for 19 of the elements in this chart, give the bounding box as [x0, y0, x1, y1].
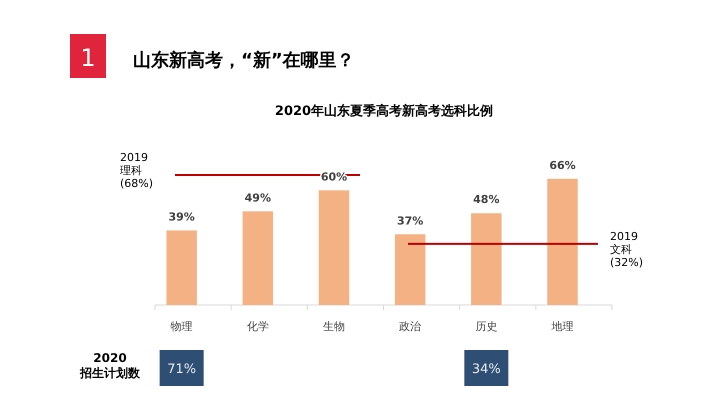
value-label: 39% [168, 210, 195, 224]
value-label: 49% [244, 191, 271, 204]
value-label: 66% [549, 158, 576, 172]
subtitle: 2020年山东夏季高考新高考选科比例 [274, 104, 494, 119]
annotation: 71% [160, 350, 204, 386]
x-tick-label: 化学 [246, 320, 269, 333]
x-tick-label: 地理 [552, 320, 574, 333]
title: 山东新高考，“新”在哪里？ [133, 50, 355, 71]
ref-label: 2019 文科 (32%) [610, 230, 644, 269]
annotation: 34% [464, 350, 508, 386]
value-label: 37% [396, 214, 424, 228]
x-tick-label: 政治 [399, 320, 422, 333]
annotation: 2020 招生计划数 [80, 351, 140, 380]
x-tick-label: 生物 [323, 320, 345, 333]
annotation: 1 [70, 34, 106, 78]
x-tick-label: 历史 [475, 320, 498, 333]
x-tick-label: 物理 [170, 320, 193, 333]
value-label: 48% [473, 193, 500, 206]
ref-label: 2019 理科 (68%) [120, 151, 154, 190]
